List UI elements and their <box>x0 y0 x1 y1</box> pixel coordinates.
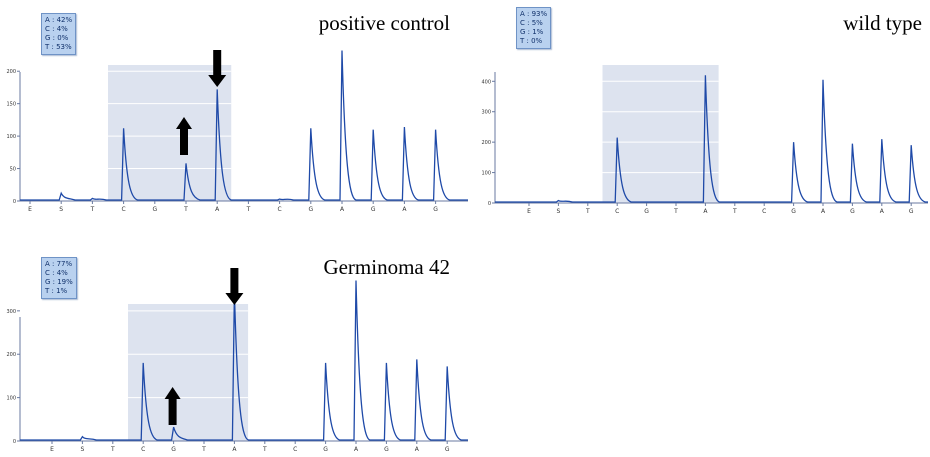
badge-value: T : 0% <box>520 37 543 45</box>
badge-value: G : 0% <box>45 34 69 42</box>
y-tick-label: 300 <box>481 110 491 116</box>
chart-title: Germinoma 42 <box>323 255 450 279</box>
chart-panel-wild-type: 0 100 200 300 400 E S T C G T A T C G A G A G wild type A … <box>475 0 930 225</box>
x-tick-label: C <box>615 208 619 215</box>
x-tick-label: A <box>215 206 220 213</box>
y-tick-label: 0 <box>13 199 16 205</box>
y-tick-label: 100 <box>6 396 16 402</box>
sequence-trace <box>20 280 468 441</box>
x-tick-label: T <box>732 208 737 215</box>
chart-panel-positive-control: 0 50 100 150 200 E S T C G T A T C G A G A G positive cont… <box>0 0 470 225</box>
x-tick-label: A <box>821 208 826 215</box>
y-tick-label: 100 <box>481 171 491 177</box>
percentage-badge: A : 77% C : 4% G : 19% T : 1% <box>41 257 77 299</box>
x-tick-label: C <box>121 206 125 213</box>
x-tick-label: T <box>110 446 115 453</box>
shaded-region <box>108 65 232 201</box>
badge-value: C : 4% <box>45 25 68 33</box>
y-tick-label: 200 <box>6 69 16 75</box>
arrow-down-icon <box>208 50 227 87</box>
x-tick-label: E <box>28 206 32 213</box>
percentage-badge: A : 42% C : 4% G : 0% T : 53% <box>41 13 77 55</box>
y-tick-label: 200 <box>481 140 491 146</box>
x-tick-label: T <box>90 206 95 213</box>
badge-value: C : 4% <box>45 269 68 277</box>
x-tick-label: A <box>703 208 708 215</box>
chart-svg-wild-type: 0 100 200 300 400 E S T C G T A T C G A G A G <box>481 65 928 215</box>
x-tick-label: A <box>354 446 359 453</box>
x-tick-label: C <box>141 446 145 453</box>
x-tick-label: G <box>308 206 313 213</box>
x-tick-label: T <box>183 206 188 213</box>
x-tick-label: A <box>232 446 237 453</box>
badge-value: T : 53% <box>45 43 72 51</box>
x-tick-label: G <box>371 206 376 213</box>
x-tick-label: T <box>262 446 267 453</box>
x-tick-label: E <box>50 446 54 453</box>
y-tick-label: 50 <box>10 167 16 173</box>
x-tick-label: C <box>762 208 766 215</box>
x-tick-label: G <box>445 446 450 453</box>
y-tick-label: 200 <box>6 352 16 358</box>
badge-value: A : 77% <box>45 260 73 268</box>
y-tick-label: 150 <box>6 102 16 108</box>
x-tick-label: A <box>340 206 345 213</box>
y-tick-label: 400 <box>481 79 491 85</box>
shaded-region <box>602 65 719 203</box>
percentage-badge: A : 93% C : 5% G : 1% T : 0% <box>516 7 552 49</box>
x-tick-label: A <box>402 206 407 213</box>
x-tick-label: T <box>585 208 590 215</box>
badge-value: G : 19% <box>45 278 73 286</box>
x-tick-label: G <box>909 208 914 215</box>
x-tick-label: T <box>246 206 251 213</box>
x-tick-label: G <box>791 208 796 215</box>
x-tick-label: E <box>527 208 531 215</box>
badge-value: A : 93% <box>520 10 548 18</box>
sequence-trace <box>20 50 468 201</box>
x-tick-label: G <box>171 446 176 453</box>
badge-value: G : 1% <box>520 28 544 36</box>
x-tick-label: G <box>644 208 649 215</box>
x-tick-label: S <box>59 206 63 213</box>
x-tick-label: S <box>80 446 84 453</box>
x-tick-label: A <box>880 208 885 215</box>
x-tick-label: T <box>201 446 206 453</box>
badge-value: T : 1% <box>45 287 68 295</box>
chart-title: wild type <box>843 11 922 35</box>
x-tick-label: C <box>277 206 281 213</box>
x-tick-label: S <box>556 208 560 215</box>
arrow-up-icon <box>164 387 181 425</box>
chart-svg-positive-control: 0 50 100 150 200 E S T C G T A T C G A G A G <box>6 50 468 213</box>
x-tick-label: G <box>323 446 328 453</box>
arrow-down-icon <box>225 268 244 305</box>
arrow-up-icon <box>176 117 192 155</box>
x-tick-label: G <box>152 206 157 213</box>
y-tick-label: 0 <box>488 201 491 207</box>
y-tick-label: 300 <box>6 309 16 315</box>
x-tick-label: G <box>384 446 389 453</box>
chart-panel-germinoma-42: 0 100 200 300 E S T C G T A T C G A G A G Germinoma 42 A … <box>0 245 470 457</box>
badge-value: C : 5% <box>520 19 543 27</box>
chart-title: positive control <box>318 11 450 35</box>
x-tick-label: G <box>433 206 438 213</box>
badge-value: A : 42% <box>45 16 73 24</box>
x-tick-label: C <box>293 446 297 453</box>
shaded-region <box>128 304 249 441</box>
y-tick-label: 0 <box>13 439 16 445</box>
sequence-trace <box>495 75 928 203</box>
y-tick-label: 100 <box>6 134 16 140</box>
chart-svg-germinoma-42: 0 100 200 300 E S T C G T A T C G A G A G <box>6 268 468 453</box>
x-tick-label: G <box>850 208 855 215</box>
x-tick-label: T <box>673 208 678 215</box>
x-tick-label: A <box>415 446 420 453</box>
